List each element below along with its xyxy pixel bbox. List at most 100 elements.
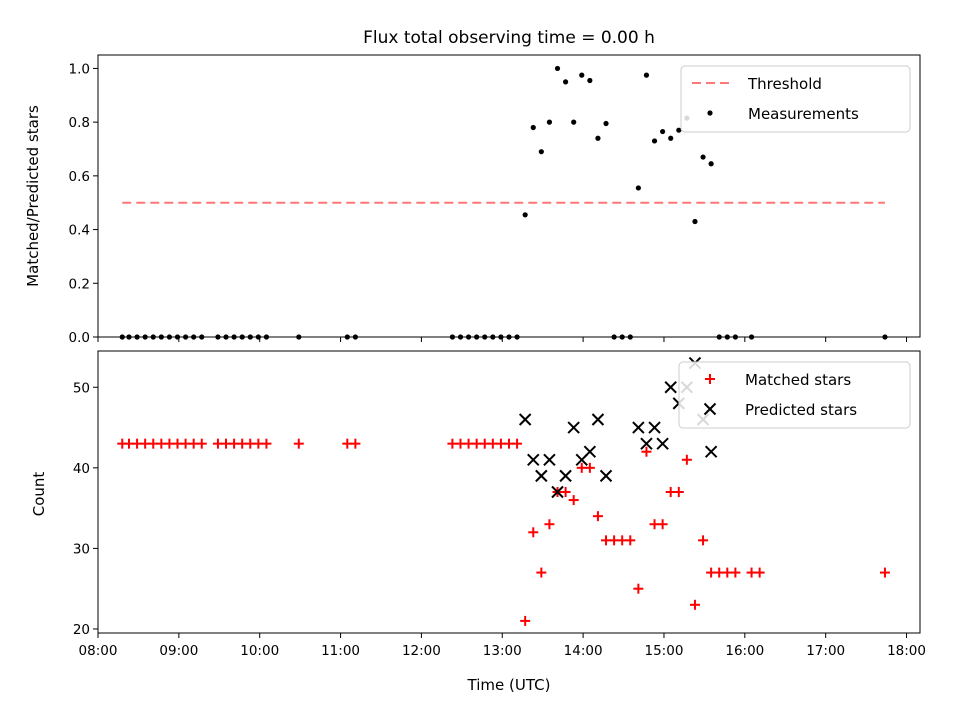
x-tick-label: 13:00 <box>483 643 522 659</box>
matched-star-point <box>633 583 644 594</box>
x-tick-label: 17:00 <box>806 643 845 659</box>
predicted-star-point <box>704 445 718 458</box>
legend-matched-label: Matched stars <box>745 371 851 389</box>
predicted-star-point <box>567 421 580 434</box>
measurement-point <box>579 72 585 78</box>
legend-matched-swatch <box>705 374 715 384</box>
y-tick-label: 1.0 <box>69 61 90 77</box>
matched-star-point <box>196 438 207 449</box>
matched-star-point <box>689 599 700 610</box>
matched-star-point <box>698 535 709 546</box>
top-legend: Threshold Measurements <box>680 65 911 133</box>
matched-star-point <box>673 487 684 497</box>
legend-threshold-label: Threshold <box>747 75 822 93</box>
predicted-star-point <box>551 485 564 499</box>
bottom-y-ticks: 20 30 40 50 <box>73 380 98 638</box>
matched-star-point <box>754 567 765 578</box>
predicted-star-point <box>535 469 548 483</box>
x-tick-label: 14:00 <box>564 643 603 659</box>
legend-plus-marker <box>705 374 715 384</box>
y-tick-label: 0.6 <box>69 169 90 185</box>
bottom-axes-frame <box>97 350 921 634</box>
predicted-star-point <box>518 413 532 426</box>
predicted-star-point <box>599 469 613 483</box>
matched-star-point <box>625 535 636 546</box>
top-axes-frame <box>97 54 921 338</box>
y-tick-label: 0.0 <box>69 330 90 346</box>
y-tick-label: 0.2 <box>69 276 90 292</box>
x-tick-label: 09:00 <box>159 643 198 659</box>
x-tick-label: 15:00 <box>645 643 684 659</box>
matched-star-point <box>681 454 692 465</box>
matched-star-point <box>520 615 531 626</box>
measurement-point <box>546 119 553 125</box>
y-tick-label: 0.4 <box>69 223 90 239</box>
x-axis-label: Time (UTC) <box>467 676 551 694</box>
x-tick-label: 08:00 <box>79 643 118 659</box>
legend-measurements-label: Measurements <box>748 105 859 123</box>
bottom-legend: Matched stars Predicted stars <box>678 361 911 429</box>
top-y-axis-label: Matched/Predicted stars <box>24 105 42 287</box>
matched-star-point <box>560 487 571 497</box>
measurement-point <box>571 119 577 125</box>
measurement-point <box>522 212 528 218</box>
measurement-point <box>700 154 706 160</box>
predicted-star-point <box>559 469 572 483</box>
top-panel: 0.0 0.2 0.4 0.6 0.8 1.0 Matched/Predicted sta… <box>24 54 921 346</box>
predicted-star-point <box>543 453 556 466</box>
matched-star-point <box>641 446 652 457</box>
matched-star-point <box>592 511 603 522</box>
predicted-star-point <box>632 421 645 434</box>
measurement-point <box>530 124 536 131</box>
measurement-point <box>587 77 593 84</box>
legend-x-marker <box>703 402 717 416</box>
measurement-point <box>660 128 666 135</box>
measurement-point <box>676 127 682 133</box>
measurement-point <box>651 138 658 144</box>
matched-star-point <box>261 438 272 449</box>
matched-star-point <box>568 495 579 506</box>
predicted-star-point <box>583 445 597 458</box>
bottom-y-axis-label: Count <box>30 472 48 517</box>
legend-predicted-swatch <box>703 402 717 416</box>
matched-star-point <box>657 519 668 530</box>
measurement-point <box>554 65 561 72</box>
measurement-point <box>708 161 714 167</box>
chart-title: Flux total observing time = 0.00 h <box>363 28 655 48</box>
matched-star-point <box>512 438 523 449</box>
measurement-point <box>692 218 698 225</box>
predicted-star-point <box>591 413 605 426</box>
x-tick-label: 18:00 <box>887 643 926 659</box>
bottom-x-ticks: 08:00 09:00 10:00 11:00 12:00 13:00 14:00 15:00… <box>79 633 926 659</box>
matched-star-point <box>350 438 361 449</box>
measurement-point <box>668 135 674 141</box>
y-tick-label: 40 <box>73 461 90 477</box>
predicted-star-point <box>648 421 661 434</box>
legend-measurements-swatch <box>707 110 713 116</box>
measurement-point <box>635 185 641 191</box>
top-x-ticks <box>97 337 908 342</box>
x-tick-label: 11:00 <box>321 643 360 659</box>
y-tick-label: 20 <box>73 622 90 638</box>
matched-star-point <box>536 567 547 578</box>
x-tick-label: 16:00 <box>725 643 764 659</box>
matched-star-point <box>879 567 890 578</box>
predicted-star-point <box>640 437 653 450</box>
predicted-star-point <box>527 453 540 466</box>
matched-star-point <box>584 462 595 473</box>
matched-star-point <box>544 519 555 530</box>
y-tick-label: 0.8 <box>69 115 90 131</box>
matched-star-point <box>730 567 741 578</box>
measurement-point <box>538 149 544 155</box>
measurement-point <box>562 79 569 85</box>
x-tick-label: 12:00 <box>402 643 441 659</box>
x-tick-label: 10:00 <box>240 643 279 659</box>
measurement-point <box>643 72 650 78</box>
matched-star-point <box>293 438 304 449</box>
measurement-point <box>595 135 601 141</box>
legend-predicted-label: Predicted stars <box>745 401 857 419</box>
top-y-ticks: 0.0 0.2 0.4 0.6 0.8 1.0 <box>69 61 98 346</box>
predicted-star-point <box>664 381 677 394</box>
measurement-point <box>603 120 609 127</box>
